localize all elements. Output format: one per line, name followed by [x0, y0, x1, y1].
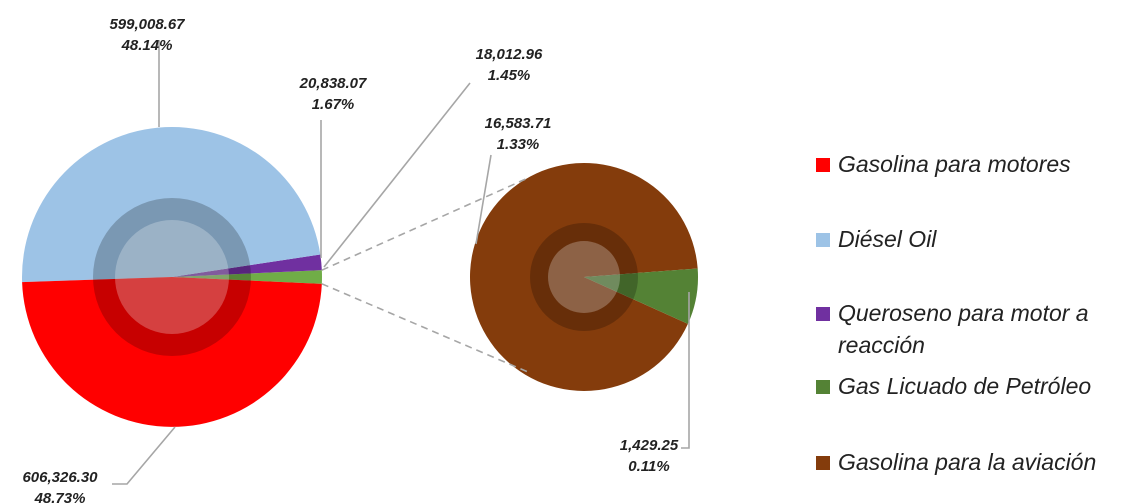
legend-swatch	[816, 380, 830, 394]
leader-glp	[681, 292, 690, 449]
data-label-other-value: 18,012.96	[476, 46, 543, 63]
legend-swatch	[816, 456, 830, 470]
legend-label: Gasolina para motores	[838, 151, 1071, 177]
data-label-queroseno-value: 20,838.07	[299, 75, 367, 92]
data-label-glp-value: 1,429.25	[620, 437, 679, 454]
legend-item-gasolina-motores[interactable]: Gasolina para motores	[816, 148, 1132, 180]
legend-swatch	[816, 307, 830, 321]
legend-label: Queroseno para motor a reacción	[838, 300, 1089, 358]
data-label-queroseno-percent: 1.67%	[312, 96, 355, 113]
secondary-pie-ring-inner	[548, 241, 620, 313]
data-label-diesel-oil-percent: 48.14%	[121, 37, 173, 54]
primary-pie-ring-outer	[93, 198, 251, 356]
legend-item-glp[interactable]: Gas Licuado de Petróleo	[816, 370, 1132, 402]
data-label-glp-percent: 0.11%	[628, 458, 669, 475]
slice-gasolina-para-la-aviacion	[469, 162, 698, 391]
leader-other	[323, 82, 471, 268]
slice-gas-licuado-de-petroleo	[584, 268, 698, 324]
data-label-gasolina-aviacion-value: 16,583.71	[485, 115, 552, 132]
slice-gasolina-para-motores	[22, 277, 322, 427]
legend-item-queroseno[interactable]: Queroseno para motor a reacción	[816, 297, 1132, 361]
data-label-other-percent: 1.45%	[488, 67, 531, 84]
data-label-gasolina-motores-percent: 48.73%	[34, 490, 86, 503]
legend-label: Gasolina para la aviación	[838, 449, 1097, 475]
connector-line-bottom	[321, 283, 529, 373]
slice-diesel-oil	[22, 127, 321, 283]
legend-item-gasolina-aviacion[interactable]: Gasolina para la aviación	[816, 446, 1132, 478]
legend-swatch	[816, 233, 830, 247]
connector-line-top	[321, 177, 529, 271]
leader-gasolina-motores	[112, 426, 176, 485]
slice-queroseno-para-motor-a-reaccion	[172, 254, 322, 277]
primary-pie-ring-inner	[115, 220, 229, 334]
leader-gasolina-aviacion	[475, 154, 492, 245]
data-label-gasolina-aviacion-percent: 1.33%	[497, 136, 540, 153]
data-label-gasolina-motores-value: 606,326.30	[22, 469, 98, 486]
legend-label: Gas Licuado de Petróleo	[838, 373, 1092, 399]
secondary-pie-ring-outer	[530, 223, 638, 331]
data-label-diesel-oil-value: 599,008.67	[109, 16, 185, 33]
slice-gas-licuado-otros	[172, 270, 322, 284]
legend-label: Diésel Oil	[838, 226, 937, 252]
legend-swatch	[816, 158, 830, 172]
legend-item-diesel-oil[interactable]: Diésel Oil	[816, 223, 1132, 255]
